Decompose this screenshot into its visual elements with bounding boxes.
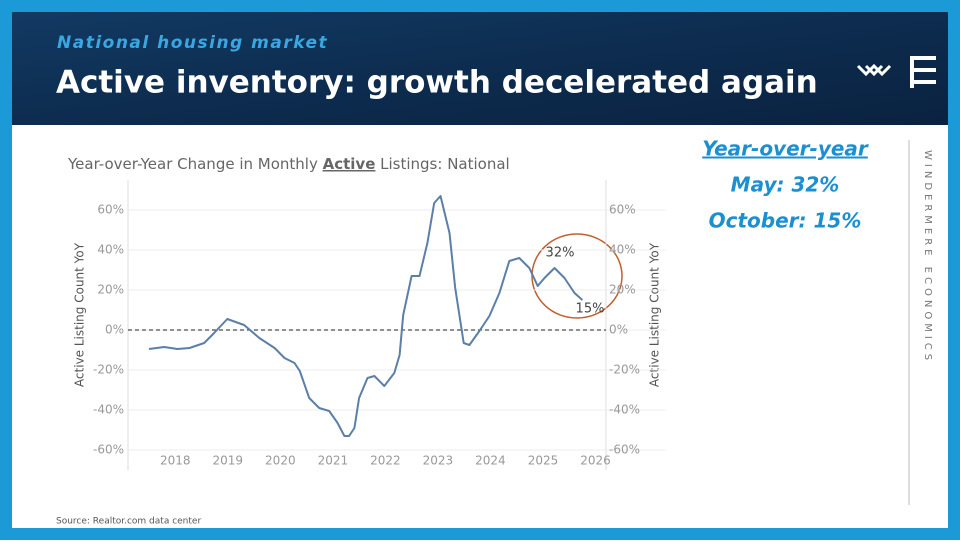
logo <box>856 56 936 88</box>
annotation: 32% <box>546 246 575 261</box>
y2-tick-label: 20% <box>609 283 636 297</box>
y2-tick-label: -60% <box>609 443 640 457</box>
y-tick-label: 0% <box>105 323 124 337</box>
x-tick-label: 2026 <box>580 454 611 468</box>
x-tick-label: 2019 <box>213 454 244 468</box>
x-tick-label: 2025 <box>528 454 559 468</box>
y-tick-label: 60% <box>97 203 124 217</box>
y-tick-label: -20% <box>93 363 124 377</box>
sidebar-heading: Year-over-year <box>702 137 869 161</box>
y2-tick-label: -20% <box>609 363 640 377</box>
brand: WINDERMERE ECONOMICS <box>922 150 933 364</box>
title-part: Year-over-Year Change in Monthly <box>67 155 323 173</box>
x-tick-label: 2020 <box>265 454 296 468</box>
y2-tick-label: 60% <box>609 203 636 217</box>
sidebar-line: May: 32% <box>731 173 840 197</box>
source: Source: Realtor.com data center <box>56 517 201 527</box>
x-tick-label: 2024 <box>475 454 506 468</box>
x-tick-label: 2022 <box>370 454 401 468</box>
title-part: Active <box>323 155 376 173</box>
y2-tick-label: 40% <box>609 243 636 257</box>
x-tick-label: 2018 <box>160 454 191 468</box>
data-line <box>148 195 584 437</box>
y-tick-label: 20% <box>97 283 124 297</box>
header-band <box>12 12 948 125</box>
y-axis-label: Active Listing Count YoY <box>73 242 87 387</box>
y2-tick-label: 0% <box>609 323 628 337</box>
slide-title: Active inventory: growth decelerated aga… <box>56 65 818 101</box>
y-tick-label: -40% <box>93 403 124 417</box>
title-part: Listings: National <box>375 155 509 173</box>
y-tick-label: 40% <box>97 243 124 257</box>
x-tick-label: 2023 <box>423 454 454 468</box>
annotation: 15% <box>576 302 605 317</box>
chart-title: Year-over-Year Change in Monthly Active … <box>67 155 510 173</box>
x-tick-label: 2021 <box>318 454 349 468</box>
y2-axis-label: Active Listing Count YoY <box>648 242 662 387</box>
sidebar-line: October: 15% <box>709 209 862 233</box>
kicker: National housing market <box>57 33 328 53</box>
y-tick-label: -60% <box>93 443 124 457</box>
y2-tick-label: -40% <box>609 403 640 417</box>
